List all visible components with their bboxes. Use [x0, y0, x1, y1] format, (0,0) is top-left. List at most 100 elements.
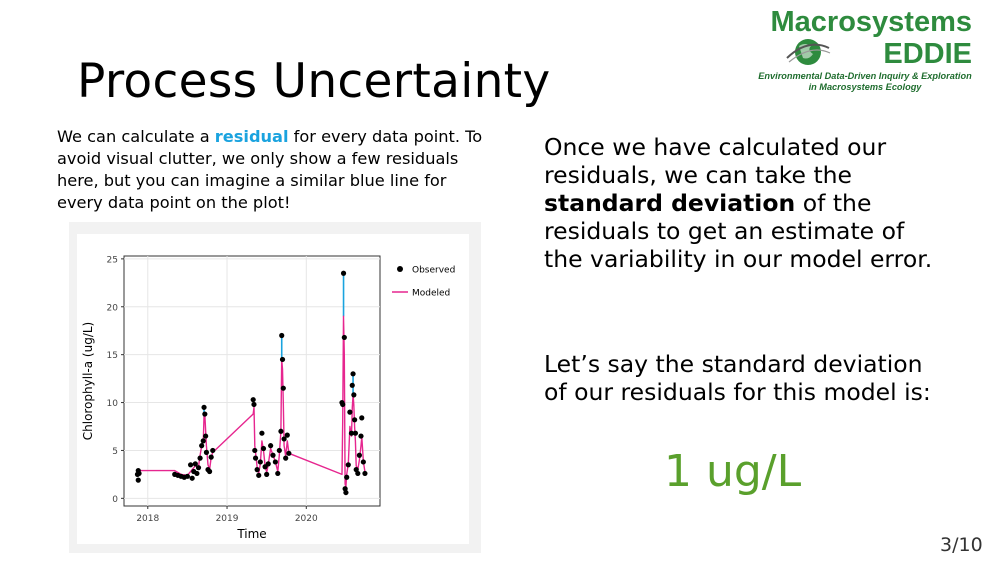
observed-point	[257, 459, 263, 465]
observed-point	[348, 430, 355, 436]
logo-subtitle-line1: Environmental Data-Driven Inquiry & Expl…	[758, 71, 972, 81]
observed-point	[352, 417, 358, 423]
observed-point	[265, 461, 271, 467]
legend-observed-label: Observed	[412, 266, 455, 276]
observed-point	[340, 270, 347, 276]
residual-highlight: residual	[214, 127, 289, 146]
observed-point	[203, 433, 209, 439]
std-dev-value: 1 ug/L	[664, 446, 802, 497]
observed-point	[184, 473, 191, 479]
observed-point	[136, 470, 142, 477]
std-dev-explanation: Once we have calculated our residuals, w…	[544, 133, 944, 273]
x-axis-label: Time	[236, 527, 266, 541]
observed-point	[192, 461, 198, 467]
x-tick-label: 2020	[295, 514, 318, 524]
left-text-part1: We can calculate a	[57, 127, 215, 146]
globe-icon	[786, 39, 831, 65]
chart-panel: 0 5 10 15 20 25 2018 2019 2020 Time Chlorophyll…	[77, 234, 469, 544]
observed-point	[345, 462, 351, 468]
chlorophyll-chart: 0 5 10 15 20 25 2018 2019 2020 Time Chlorophyll…	[81, 255, 455, 541]
observed-point	[201, 404, 207, 410]
observed-point	[197, 455, 203, 461]
observed-point	[340, 401, 346, 408]
legend: Observed Modeled	[392, 266, 455, 299]
observed-point	[260, 445, 267, 452]
observed-point	[341, 334, 347, 341]
observed-point	[187, 462, 194, 468]
standard-deviation-bold: standard deviation	[544, 189, 796, 217]
observed-point	[270, 452, 276, 458]
observed-point	[206, 468, 213, 475]
observed-point	[279, 332, 285, 339]
observed-series	[134, 270, 368, 496]
observed-point	[283, 455, 289, 461]
logo-line1: Macrosystems	[770, 6, 973, 38]
x-axis-ticks: 2018 2019 2020	[136, 506, 318, 524]
y-tick-label: 0	[112, 495, 118, 505]
observed-point	[362, 470, 368, 477]
observed-point	[259, 430, 265, 436]
observed-point	[280, 385, 286, 391]
observed-point	[284, 432, 290, 438]
y-tick-label: 10	[107, 399, 119, 409]
x-tick-label: 2019	[216, 514, 239, 524]
observed-point	[268, 443, 274, 449]
observed-point	[195, 465, 202, 471]
observed-point	[360, 459, 366, 465]
observed-point	[254, 467, 260, 473]
observed-point	[359, 415, 365, 421]
observed-point	[281, 436, 287, 442]
std-dev-statement: Let’s say the standard deviation of our …	[544, 350, 931, 406]
observed-point	[276, 447, 282, 454]
observed-point	[358, 433, 364, 439]
observed-point	[351, 392, 357, 398]
observed-point	[135, 477, 141, 483]
legend-modeled-label: Modeled	[412, 289, 450, 299]
observed-point	[356, 452, 362, 458]
residual-explanation-text: We can calculate a residual for every da…	[57, 126, 487, 214]
observed-point	[203, 449, 210, 455]
legend-observed-marker	[397, 266, 403, 272]
slide-title: Process Uncertainty	[77, 54, 551, 109]
observed-point	[199, 443, 205, 449]
observed-point	[279, 356, 286, 363]
y-axis-label: Chlorophyll-a (ug/L)	[81, 322, 95, 440]
observed-point	[344, 474, 350, 480]
y-tick-label: 15	[107, 351, 118, 361]
observed-point	[194, 470, 200, 477]
observed-point	[275, 470, 281, 477]
plot-area	[123, 255, 381, 507]
observed-point	[286, 450, 292, 456]
observed-point	[200, 438, 206, 444]
observed-point	[252, 447, 258, 454]
left-text-part2: for every data point. To avoid visual cl…	[57, 127, 483, 212]
y-axis-ticks: 0 5 10 15 20 25	[107, 255, 124, 505]
logo-line2: EDDIE	[883, 38, 972, 70]
page-number: 3/10	[940, 534, 983, 556]
observed-point	[272, 459, 278, 465]
observed-point	[252, 455, 259, 461]
observed-point	[278, 428, 284, 434]
logo-subtitle-line2: in Macrosystems Ecology	[808, 82, 922, 92]
observed-point	[355, 470, 361, 477]
y-tick-label: 25	[107, 255, 118, 265]
grid-lines	[124, 256, 380, 506]
observed-point	[349, 382, 355, 388]
right-text-part1: Once we have calculated our residuals, w…	[544, 133, 887, 189]
observed-point	[208, 454, 214, 460]
observed-point	[250, 397, 256, 403]
observed-point	[350, 371, 356, 377]
observed-point	[264, 471, 270, 477]
observed-point	[189, 475, 195, 481]
chart-container: 0 5 10 15 20 25 2018 2019 2020 Time Chlorophyll…	[69, 222, 481, 553]
x-tick-label: 2018	[136, 514, 159, 524]
observed-point	[251, 401, 257, 408]
observed-point	[210, 447, 216, 454]
observed-point	[343, 489, 349, 496]
observed-point	[347, 409, 353, 415]
observed-point	[202, 411, 208, 417]
macrosystems-eddie-logo: Macrosystems EDDIE Environmental Data-Dr…	[745, 6, 980, 96]
right-text-part2: of the residuals to get an estimate of t…	[544, 189, 933, 273]
y-tick-label: 5	[112, 447, 118, 457]
